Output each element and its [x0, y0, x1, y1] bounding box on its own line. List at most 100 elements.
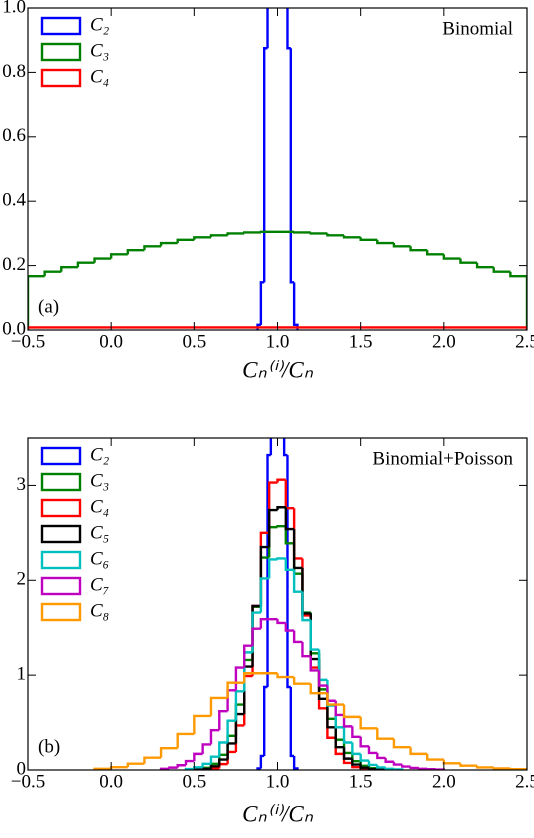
plot-area	[93, 0, 527, 770]
histogram-step	[284, 622, 295, 632]
histogram-step	[76, 261, 95, 268]
histogram-step	[289, 48, 295, 284]
y-tick-label: 2	[17, 569, 27, 590]
histogram-step	[359, 237, 378, 242]
histogram-step	[309, 612, 320, 655]
histogram-step	[234, 724, 245, 752]
histogram-step	[193, 752, 203, 762]
histogram-step	[267, 558, 278, 579]
legend-label: C₈	[90, 600, 109, 621]
histogram-step	[376, 239, 394, 245]
histogram-step	[281, 0, 284, 5]
x-tick-label: 2.5	[515, 331, 534, 352]
histogram-step	[317, 653, 328, 691]
legend-swatch	[40, 576, 82, 596]
y-tick-label: 0.6	[2, 125, 26, 146]
histogram-step	[209, 696, 228, 716]
x-tick-label: 0.0	[99, 331, 123, 352]
y-tick-label: 3	[17, 474, 27, 495]
histogram-step	[267, 508, 278, 548]
histogram-step	[226, 750, 236, 765]
histogram-step	[201, 743, 211, 754]
panel-label: (a)	[38, 296, 59, 317]
histogram-step	[409, 766, 419, 770]
panel-label: (b)	[38, 736, 60, 757]
histogram-step	[269, 438, 273, 456]
histogram-step	[442, 254, 461, 260]
histogram-step	[409, 246, 428, 252]
histogram-step	[309, 683, 328, 695]
x-axis-label: Cₙ⁽ⁱ⁾/Cₙ	[242, 357, 314, 382]
histogram-step	[276, 525, 286, 528]
histogram-step	[475, 262, 494, 269]
x-tick-label: 0.0	[99, 771, 123, 792]
legend-label: C₄	[90, 496, 109, 517]
histogram-step	[292, 231, 311, 234]
y-tick-label: 0.8	[2, 61, 26, 82]
legend-label: C₆	[90, 548, 109, 569]
histogram-step	[342, 704, 361, 719]
histogram-step	[126, 762, 145, 768]
histogram-step	[367, 746, 378, 755]
histogram-step	[209, 234, 228, 238]
histogram-step	[317, 670, 328, 687]
histogram-step	[176, 764, 187, 768]
histogram-step	[218, 762, 228, 769]
histogram-step	[384, 757, 394, 763]
histogram-step	[143, 245, 162, 251]
histogram-step	[359, 736, 369, 748]
x-tick-label: 2.0	[432, 331, 456, 352]
histogram-step	[317, 667, 328, 710]
x-tick-label: 2.0	[432, 771, 456, 792]
histogram-step	[351, 742, 361, 756]
histogram-step	[267, 525, 278, 558]
histogram-step	[317, 649, 328, 682]
histogram-step	[109, 765, 128, 769]
x-tick-label: 1.5	[349, 771, 373, 792]
histogram-step	[286, 8, 291, 50]
histogram-step	[284, 526, 295, 545]
histogram-step	[301, 641, 311, 658]
histogram-step	[326, 708, 336, 739]
histogram-step	[426, 753, 444, 761]
histogram-step	[459, 763, 478, 767]
histogram-step	[234, 712, 245, 744]
histogram-step	[184, 759, 195, 766]
histogram-step	[282, 438, 288, 457]
histogram-step	[509, 271, 527, 330]
histogram-step	[243, 672, 261, 683]
histogram-step	[201, 762, 211, 768]
histogram-step	[209, 765, 220, 769]
histogram-step	[475, 765, 494, 769]
histogram-step	[376, 728, 394, 740]
histogram-step	[301, 567, 311, 615]
histogram-step	[342, 747, 353, 760]
histogram-step	[284, 558, 295, 572]
x-tick-label: −0.5	[11, 331, 45, 352]
histogram-step	[259, 754, 265, 769]
histogram-step	[143, 756, 162, 764]
histogram-step	[351, 758, 361, 766]
histogram-step	[159, 241, 178, 247]
histogram-step	[276, 619, 286, 625]
legend-label: C₅	[90, 522, 109, 543]
histogram-step	[334, 727, 345, 749]
histogram-step	[342, 714, 353, 728]
annotation: Binomial+Poisson	[372, 448, 513, 469]
legend-swatch	[40, 498, 82, 518]
histogram-step	[292, 630, 303, 644]
histogram-step	[292, 755, 299, 770]
histogram-step	[176, 238, 195, 244]
histogram-step	[259, 617, 270, 629]
y-tick-label: 0.4	[2, 190, 26, 211]
histogram-step	[359, 753, 369, 762]
legend-swatch	[40, 446, 82, 466]
histogram-step	[326, 233, 345, 237]
x-tick-label: 1.0	[266, 331, 290, 352]
histogram-step	[251, 604, 261, 677]
histogram-step	[226, 232, 245, 236]
histogram-step	[426, 250, 444, 256]
histogram-step	[226, 681, 245, 698]
histogram-step	[442, 759, 461, 765]
y-tick-label: 0	[17, 758, 27, 779]
